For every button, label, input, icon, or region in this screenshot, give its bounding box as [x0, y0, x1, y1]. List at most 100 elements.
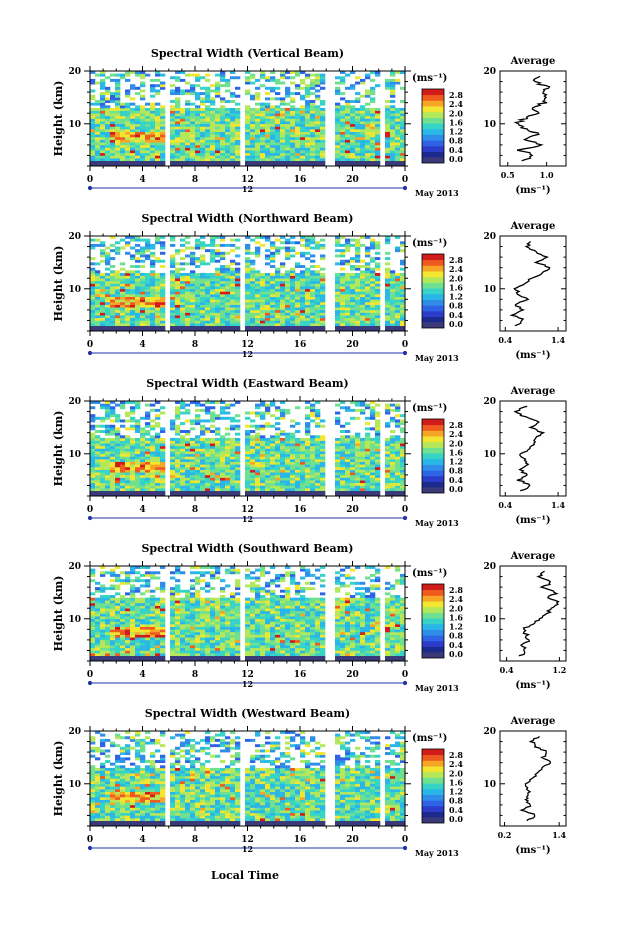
heatmap-cell	[245, 236, 251, 239]
heatmap-cell	[305, 325, 311, 329]
heatmap-cell	[95, 278, 101, 282]
heatmap-cell	[95, 456, 101, 460]
heatmap-cell	[115, 155, 121, 159]
heatmap-cell	[130, 71, 136, 74]
heatmap-cell	[285, 472, 291, 476]
heatmap-cell	[160, 451, 166, 455]
heatmap-cell	[245, 280, 251, 284]
heatmap-cell	[250, 312, 256, 316]
heatmap-cell	[310, 134, 316, 138]
heatmap-cell	[360, 105, 366, 109]
heatmap-cell	[120, 307, 126, 311]
heatmap-cell	[100, 280, 106, 284]
heatmap-cell	[345, 115, 351, 119]
heatmap-cell	[270, 121, 276, 125]
heatmap-cell	[310, 320, 316, 324]
heatmap-cell	[105, 304, 111, 308]
heatmap-cell	[255, 139, 261, 143]
heatmap-cell	[360, 243, 366, 247]
heatmap-cell	[110, 265, 116, 268]
heatmap-cell	[110, 480, 116, 484]
heatmap	[90, 71, 406, 167]
heatmap-cell	[315, 89, 321, 93]
heatmap-cell	[250, 456, 256, 460]
heatmap-cell	[150, 150, 156, 154]
heatmap-cell	[180, 459, 186, 462]
heatmap-cell	[310, 246, 316, 250]
heatmap-cell	[145, 422, 151, 426]
heatmap-cell	[140, 139, 146, 143]
heatmap-cell	[310, 115, 316, 119]
heatmap-cell	[345, 469, 351, 473]
heatmap-cell	[145, 469, 151, 473]
heatmap-cell	[170, 257, 176, 261]
heatmap-cell	[125, 272, 131, 276]
heatmap-cell	[290, 267, 296, 271]
heatmap-cell	[105, 134, 111, 138]
heatmap-cell	[255, 115, 261, 119]
heatmap-cell	[220, 123, 226, 127]
heatmap-cell	[170, 456, 176, 460]
heatmap-cell	[175, 118, 181, 122]
heatmap-cell	[290, 147, 296, 151]
average-unit: (ms⁻¹)	[515, 350, 550, 361]
heatmap-cell	[120, 267, 126, 271]
heatmap-cell	[360, 283, 366, 287]
heatmap-cell	[225, 485, 231, 489]
heatmap-cell	[95, 160, 101, 164]
heatmap-cell	[205, 110, 211, 114]
heatmap-cell	[145, 411, 151, 415]
heatmap-cell	[315, 291, 321, 295]
heatmap-cell	[105, 257, 111, 261]
heatmap-cell	[145, 272, 151, 276]
heatmap-cell	[310, 110, 316, 114]
heatmap-cell	[275, 86, 281, 90]
heatmap-cell	[310, 317, 316, 321]
heatmap-cell	[315, 270, 321, 274]
heatmap-cell	[105, 317, 111, 321]
heatmap-cell	[320, 107, 326, 111]
heatmap-cell	[345, 320, 351, 324]
heatmap-cell	[335, 422, 341, 426]
heatmap-cell	[110, 427, 116, 431]
heatmap-cell	[110, 100, 116, 103]
heatmap-cell	[335, 291, 341, 295]
heatmap-cell	[385, 325, 391, 329]
heatmap-cell	[280, 328, 286, 332]
heatmap-cell	[130, 490, 136, 494]
heatmap-cell	[275, 142, 281, 146]
heatmap-cell	[280, 304, 286, 308]
heatmap-cell	[280, 107, 286, 111]
heatmap-cell	[315, 115, 321, 119]
heatmap-cell	[385, 315, 391, 319]
heatmap-cell	[275, 461, 281, 465]
heatmap-cell	[215, 259, 221, 263]
heatmap-cell	[185, 254, 191, 258]
heatmap-cell	[320, 272, 326, 276]
heatmap-cell	[225, 89, 231, 93]
heatmap-cell	[180, 437, 186, 441]
heatmap-cell	[200, 123, 206, 127]
heatmap-cell	[215, 115, 221, 119]
heatmap-cell	[300, 144, 306, 148]
heatmap-cell	[310, 270, 316, 274]
heatmap-cell	[290, 477, 296, 481]
heatmap-cell	[155, 307, 161, 311]
heatmap-cell	[220, 440, 226, 444]
heatmap-cell	[100, 152, 106, 156]
heatmap-cell	[200, 328, 206, 332]
heatmap-cell	[200, 100, 206, 103]
heatmap-cell	[190, 73, 196, 77]
heatmap-cell	[105, 474, 111, 478]
heatmap-cell	[95, 126, 101, 130]
heatmap-cell	[300, 317, 306, 321]
heatmap-cell	[320, 288, 326, 292]
heatmap-cell	[235, 464, 241, 468]
heatmap-cell	[370, 131, 376, 135]
heatmap-cell	[180, 286, 186, 290]
heatmap-cell	[275, 301, 281, 305]
heatmap-cell	[110, 113, 116, 117]
heatmap-cell	[150, 105, 156, 109]
heatmap-cell	[285, 94, 291, 98]
heatmap-cell	[225, 278, 231, 282]
